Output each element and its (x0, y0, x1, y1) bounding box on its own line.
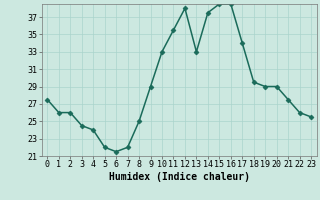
X-axis label: Humidex (Indice chaleur): Humidex (Indice chaleur) (109, 172, 250, 182)
